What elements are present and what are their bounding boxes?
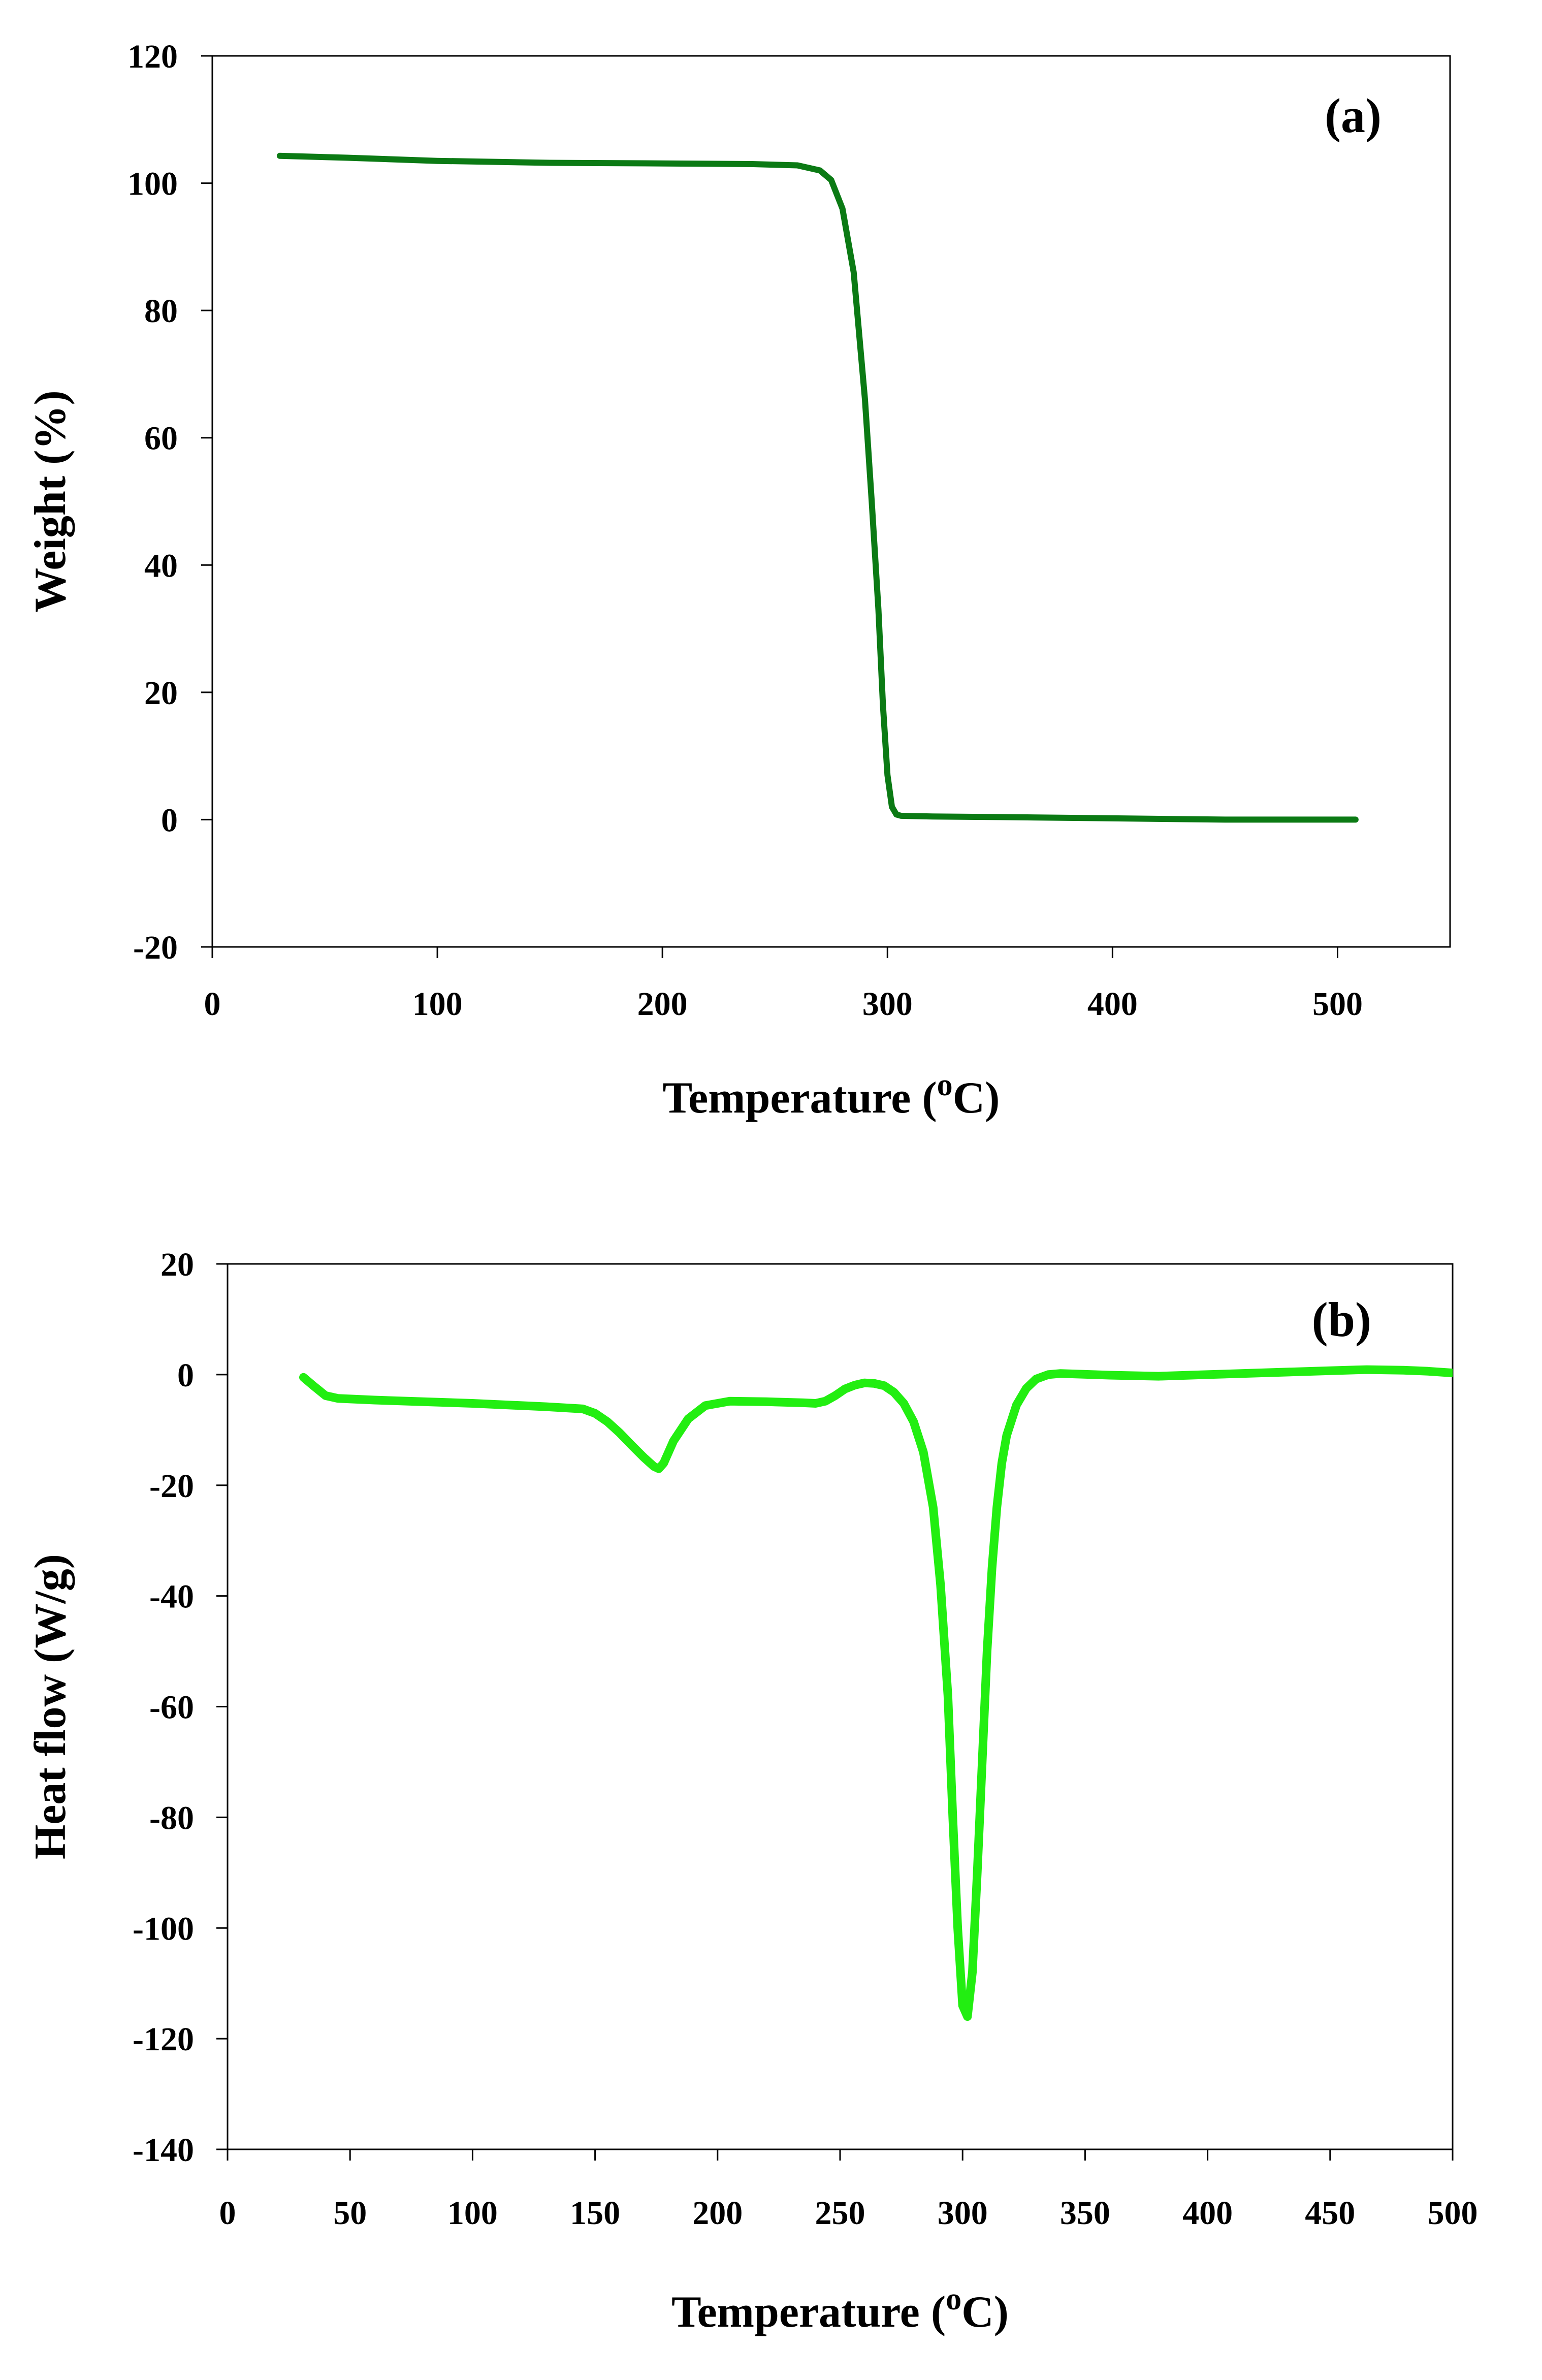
x-tick-label: 0: [204, 986, 221, 1023]
y-tick-label: -20: [133, 929, 178, 966]
x-axis-title: Temperature (oC): [671, 2282, 1009, 2337]
y-tick-label: -120: [133, 2021, 194, 2058]
chart-b: 0 50 100 150 200 250 300 350 400 450 500-140-120-1…: [26, 1246, 1478, 2337]
x-tick-label: 50: [333, 2195, 367, 2232]
x-axis-title-unit: C): [961, 2288, 1009, 2337]
panel-label: (b): [1312, 1292, 1371, 1347]
x-axis-title-main: Temperature (: [663, 1073, 937, 1123]
chart-a: 0 100 200 300 400 500 -20 0 20 40 60 80 100 120 Temper…: [26, 38, 1451, 1123]
y-tick-label: -60: [149, 1689, 194, 1726]
x-tick-label: 500: [1312, 986, 1363, 1023]
y-tick-label: 0: [161, 802, 178, 839]
x-tick-label: 350: [1060, 2195, 1110, 2232]
y-tick-label: 120: [127, 38, 178, 75]
x-axis-title: Temperature (oC): [663, 1068, 1000, 1123]
y-tick-label: -140: [133, 2132, 194, 2169]
x-tick-label: 200: [637, 986, 688, 1023]
x-tick-label: 400: [1182, 2195, 1233, 2232]
x-axis-title-unit: C): [953, 1073, 1000, 1123]
panel-label: (a): [1325, 88, 1382, 143]
series-line-dsc: [299, 1365, 1453, 2021]
y-tick-label: 40: [144, 547, 178, 584]
y-tick-label: 80: [144, 293, 178, 330]
x-axis-title-degree: o: [937, 1068, 953, 1102]
x-axis-title-main: Temperature (: [671, 2288, 946, 2337]
y-tick-label: -100: [133, 1910, 194, 1947]
y-tick-label: -80: [149, 1799, 194, 1836]
y-tick-label: 20: [160, 1246, 194, 1283]
x-tick-label: 300: [862, 986, 913, 1023]
y-axis-title: Weight (%): [26, 390, 75, 613]
x-tick-label: 150: [570, 2195, 620, 2232]
x-tick-label: 100: [447, 2195, 498, 2232]
plot-frame: [211, 55, 1451, 948]
x-tick-label: 500: [1428, 2195, 1478, 2232]
y-tick-label: -40: [149, 1578, 194, 1615]
x-tick-label: 100: [412, 986, 463, 1023]
y-tick-label: 60: [144, 420, 178, 457]
y-tick-label: 0: [177, 1357, 194, 1394]
x-axis-title-degree: o: [946, 2282, 961, 2316]
y-tick-label: 100: [127, 166, 178, 203]
y-axis-title: Heat flow (W/g): [26, 1554, 75, 1859]
x-tick-label: 400: [1087, 986, 1138, 1023]
x-tick-label: 450: [1305, 2195, 1355, 2232]
y-tick-label: 20: [144, 675, 178, 712]
x-tick-label: 0: [219, 2195, 236, 2232]
x-tick-label: 300: [938, 2195, 988, 2232]
y-tick-label: -20: [149, 1468, 194, 1505]
x-tick-label: 250: [815, 2195, 865, 2232]
x-tick-label: 200: [692, 2195, 743, 2232]
series-line-tga: [276, 152, 1359, 823]
